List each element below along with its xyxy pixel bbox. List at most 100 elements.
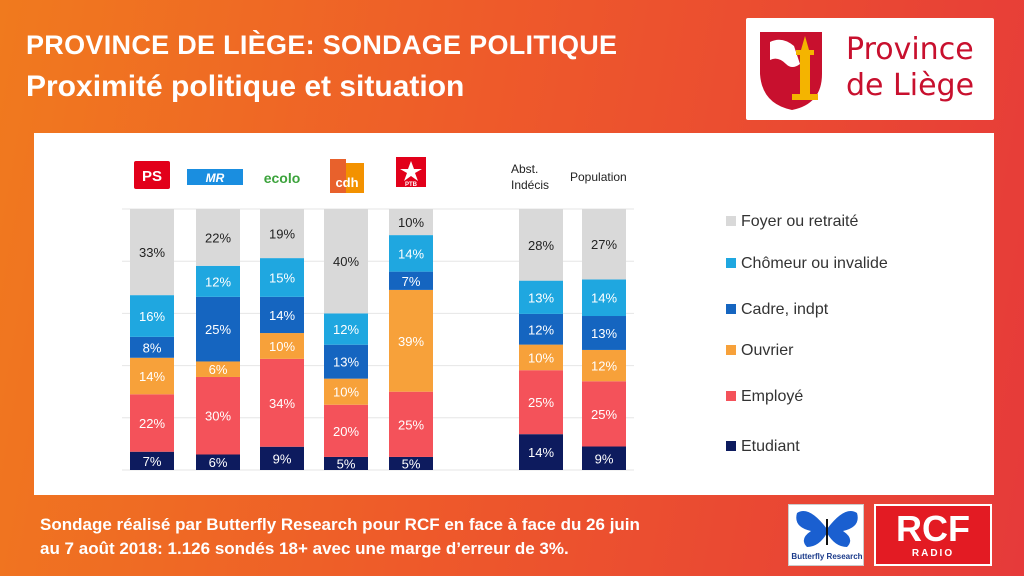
data-label: 25% (205, 322, 231, 337)
party-logos: PS MR ecolo cdh PTB (134, 157, 426, 193)
data-label: 25% (591, 407, 617, 422)
data-label: 14% (139, 369, 165, 384)
data-label: 5% (402, 456, 421, 471)
data-label: 12% (591, 359, 617, 374)
data-label: 14% (591, 291, 617, 306)
data-label: 7% (402, 274, 421, 289)
data-label: 13% (591, 326, 617, 341)
rcf-radio-label: RADIO (911, 548, 955, 559)
bar-segment (324, 378, 368, 405)
data-label: 14% (269, 308, 295, 323)
data-label: 9% (595, 451, 614, 466)
butterfly-label: Butterfly Research (791, 552, 863, 561)
data-label: 10% (528, 350, 554, 365)
data-label: 13% (528, 290, 554, 305)
bar-segment (582, 381, 626, 447)
bar-segment (389, 289, 433, 392)
footer-note: Sondage réalisé par Butterfly Research p… (40, 513, 770, 561)
rcf-radio-logo: RCF RADIO (874, 504, 992, 566)
bar-segment (519, 434, 563, 470)
bar-segment (130, 451, 174, 470)
bar-segment (196, 361, 240, 377)
data-label: 10% (398, 215, 424, 230)
legend-label: Chômeur ou invalide (741, 255, 888, 272)
ps-logo-icon (134, 161, 170, 189)
ecolo-logo-text: ecolo (264, 170, 301, 186)
bar-segment (519, 344, 563, 371)
bar-segment (196, 209, 240, 266)
cdh-logo-icon (330, 159, 346, 193)
bar-segment (324, 209, 368, 314)
bar-segment (130, 357, 174, 395)
legend-swatch (726, 441, 736, 451)
data-label: 16% (139, 309, 165, 324)
data-label: 10% (269, 339, 295, 354)
legend: Foyer ou retraité Chômeur ou invalide Cadr… (726, 213, 888, 455)
ptb-star-icon (400, 161, 422, 181)
bar-segment (196, 296, 240, 362)
province-logo: Province de Liège (746, 18, 994, 120)
data-label: 6% (209, 455, 228, 470)
bar-segment (582, 209, 626, 280)
cdh-logo-icon-2 (346, 163, 364, 193)
legend-swatch (726, 304, 736, 314)
data-label: 6% (209, 362, 228, 377)
bar-segment (196, 265, 240, 297)
legend-label: Cadre, indpt (741, 301, 829, 318)
data-label: 34% (269, 396, 295, 411)
legend-swatch (726, 216, 736, 226)
category-label: Indécis (511, 178, 549, 192)
bar-segment (130, 209, 174, 296)
data-label: 15% (269, 270, 295, 285)
butterfly-icon (796, 511, 858, 547)
bar-segment (324, 404, 368, 457)
bar-segment (324, 344, 368, 379)
ptb-logo-text: PTB (405, 182, 418, 188)
data-label: 22% (205, 230, 231, 245)
bars: 7% 22% 14% 8% 16% 33% 6% 30% 6% 25% 12% 22% 9% 34% 10%… (130, 209, 626, 471)
legend-swatch (726, 258, 736, 268)
bar-segment (389, 456, 433, 470)
bar-segment (389, 235, 433, 272)
category-labels: Abst. Indécis Population (511, 162, 627, 192)
data-label: 13% (333, 355, 359, 370)
data-label: 10% (333, 385, 359, 400)
bar-segment (260, 446, 304, 470)
legend-swatch (726, 391, 736, 401)
legend-label: Employé (741, 388, 803, 405)
data-label: 39% (398, 334, 424, 349)
bar-segment (196, 454, 240, 470)
bar-segment (260, 258, 304, 297)
bar-segment (260, 358, 304, 447)
chart-panel: PS MR ecolo cdh PTB Abst. Indécis Population 7… (34, 133, 994, 495)
bar-segment (324, 313, 368, 345)
bar-segment (582, 446, 626, 470)
data-label: 5% (337, 456, 356, 471)
bar-segment (324, 456, 368, 470)
bar-segment (260, 209, 304, 259)
logo-line-2: de Liège (846, 68, 975, 103)
data-label: 33% (139, 245, 165, 260)
bar-segment (519, 313, 563, 345)
page-title: PROVINCE DE LIÈGE: SONDAGE POLITIQUE (26, 30, 618, 60)
data-label: 14% (528, 445, 554, 460)
mr-logo-icon (187, 169, 243, 185)
data-label: 27% (591, 237, 617, 252)
legend-swatch (726, 345, 736, 355)
bar-segment (582, 349, 626, 382)
province-logo-text: Province de Liège (846, 32, 974, 104)
bar-segment (519, 280, 563, 314)
data-label: 30% (205, 409, 231, 424)
data-label: 40% (333, 254, 359, 269)
data-label: 8% (143, 340, 162, 355)
province-crest-icon (760, 32, 822, 110)
data-label: 22% (139, 416, 165, 431)
legend-label: Etudiant (741, 438, 800, 455)
data-label: 9% (273, 451, 292, 466)
bar-segment (260, 296, 304, 334)
data-label: 12% (205, 274, 231, 289)
bar-segment (389, 271, 433, 290)
logo-line-1: Province (846, 32, 974, 67)
butterfly-research-logo: Butterfly Research (788, 504, 864, 566)
data-label: 20% (333, 424, 359, 439)
